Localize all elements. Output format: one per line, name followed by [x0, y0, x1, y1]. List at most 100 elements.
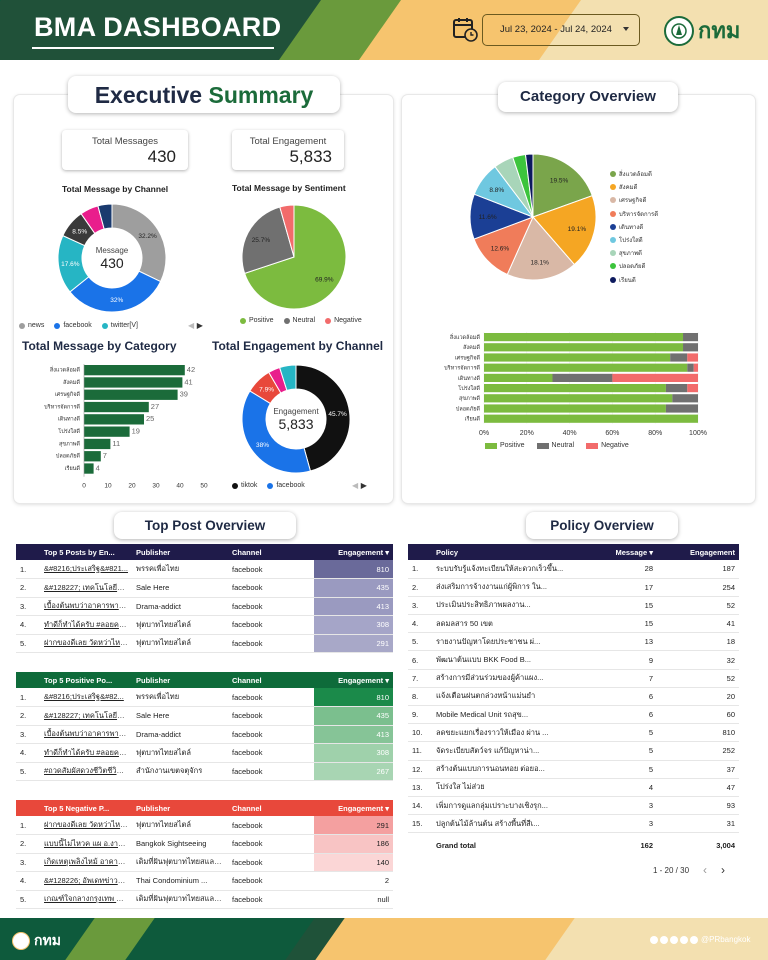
table-row[interactable]: 12. สร้างต้นแบบการนอนทอย ต่อยอ... 5 37	[408, 760, 739, 779]
table-row[interactable]: 5. เกณฑ์ใจกลางกรุงเทพ แต่... เดิมที่ฝันฟุต…	[16, 890, 393, 909]
table-row[interactable]: 4. ลดมลสาร 50 เขต 15 41	[408, 614, 739, 634]
table-row[interactable]: 11. จัดระเบียบสัตว์จร แก้ปัญหาน่า... 5 252	[408, 741, 739, 761]
message-count: 7	[572, 669, 657, 688]
post-title[interactable]: ทำดีก็ทำได้ครับ #ลอยคอยั...	[40, 615, 132, 635]
x-tick-label: 30	[152, 483, 160, 490]
bar-category-label: สุขภาพดี	[59, 440, 80, 447]
post-title[interactable]: ฝากของดีเลย วัดหว่าไหนอ...	[40, 634, 132, 653]
stacked-bar-segment	[693, 363, 698, 372]
table-row[interactable]: 1. ระบบรับรู้แจ้งทะเบียนให้สะดวกเร็วขึ้น.…	[408, 560, 739, 579]
bar-category-label: สังคมดี	[463, 344, 480, 351]
legend-pager[interactable]: ◀ ▶	[352, 481, 367, 490]
table-row[interactable]: 5. รายงานปัญหาโดยประชาชน ผ่... 13 18	[408, 632, 739, 652]
row-index: 1.	[16, 560, 40, 579]
chevron-left-icon[interactable]: ‹	[703, 863, 708, 877]
chevron-right-icon[interactable]: ›	[721, 863, 726, 877]
table-row[interactable]: 4. &#128226; อัพเดทข่าวด... Thai Condomini…	[16, 871, 393, 891]
row-index: 2.	[16, 706, 40, 726]
table-row[interactable]: 6. พัฒนาต้นแบบ BKK Food B... 9 32	[408, 650, 739, 670]
row-index: 14.	[408, 796, 432, 816]
engagement-value: 291	[314, 816, 393, 835]
slice-label: 12.6%	[491, 246, 510, 253]
table-row[interactable]: 3. ประเมินประสิทธิภาพผลงาน... 15 52	[408, 596, 739, 616]
legend-label: Positive	[500, 442, 525, 449]
table-row[interactable]: 3. เบื้องต้นพบว่าอาคารพาณิชย์... Drama-add…	[16, 597, 393, 616]
dashboard-title: BMA DASHBOARD	[34, 12, 282, 42]
post-title[interactable]: #ถวดสัมผัสดวงชีวิตชีวิตชั้นนอ...	[40, 762, 132, 781]
table-row[interactable]: 2. &#128227; เทคโนโลยีแ... Sale Here facebo…	[16, 706, 393, 726]
table-row[interactable]: 8. แจ้งเตือนฝนตกล่วงหน้าแม่นยำ 6 20	[408, 687, 739, 707]
table-row[interactable]: 2. ส่งเสริมการจ้างงานแก่ผู้พิการ ใน... 17 2…	[408, 578, 739, 597]
post-title[interactable]: &#128227; เทคโนโลยีแ...	[40, 578, 132, 598]
chevron-right-icon[interactable]: ▶	[196, 321, 203, 330]
row-index: 5.	[16, 634, 40, 653]
engagement-value: 435	[314, 706, 393, 726]
post-title[interactable]: เบื้องต้นพบว่าอาคารพาณิชย์...	[40, 725, 132, 744]
chevron-left-icon[interactable]: ◀	[352, 481, 359, 490]
channel-legend: news facebook twitter[V]	[19, 322, 138, 329]
table-row[interactable]: 9. Mobile Medical Unit รถสุข... 6 60	[408, 705, 739, 725]
post-title[interactable]: &#8216;ประเสริฐ&#821...	[40, 560, 132, 579]
post-title[interactable]: ฝากของดีเลย วัดหว่าไหนอ...	[40, 816, 132, 835]
logo-text: กทม	[698, 19, 741, 44]
twitter-icon[interactable]	[660, 935, 668, 944]
footer-logo-text: กทม	[34, 933, 61, 949]
stacked-bar-segment	[552, 373, 613, 382]
table-row[interactable]: 13. โปร่งใส ไม่ส่วย 4 47	[408, 778, 739, 797]
chevron-left-icon[interactable]: ◀	[188, 321, 195, 330]
table-row[interactable]: 5. ฝากของดีเลย วัดหว่าไหนอ... ฟุตบาทไทยสไต…	[16, 634, 393, 653]
header-cell: Publisher	[132, 800, 228, 816]
post-title[interactable]: แบบนี้ไม่ไหวค แผ อ.งาชัย...	[40, 834, 132, 854]
post-title[interactable]: &#8216;ประเสริฐ&#82...	[40, 688, 132, 707]
table-row[interactable]: 1. &#8216;ประเสริฐ&#82... พรรคเพื่อไทย face…	[16, 688, 393, 707]
calendar-icon[interactable]	[452, 16, 478, 42]
post-title[interactable]: ทำดีก็ทำได้ครับ #ลอยคอยั...	[40, 743, 132, 763]
row-index: 9.	[408, 705, 432, 725]
table-row[interactable]: 7. สร้างการมีส่วนร่วมของผู้ค้าแผง... 7 52	[408, 669, 739, 688]
post-title[interactable]: เกิดเหตุเพลิงไหม้ อาคารพาณิ...	[40, 853, 132, 872]
post-title[interactable]: เบื้องต้นพบว่าอาคารพาณิชย์...	[40, 597, 132, 616]
bma-seal-icon	[664, 15, 694, 46]
date-range-picker[interactable]: Jul 23, 2024 - Jul 24, 2024	[482, 14, 640, 46]
table-row[interactable]: 1. ฝากของดีเลย วัดหว่าไหนอ... ฟุตบาทไทยสไต…	[16, 816, 393, 835]
post-title[interactable]: เกณฑ์ใจกลางกรุงเทพ แต่...	[40, 890, 132, 909]
chevron-right-icon[interactable]: ▶	[360, 481, 367, 490]
channel: facebook	[228, 890, 314, 909]
table-row[interactable]: 5.#ถวดสัมผัสดวงชีวิตชีวิตชั้นนอ...สำนักง…	[16, 762, 393, 781]
row-index: 5.	[16, 890, 40, 909]
sort-header-message[interactable]: Message ▾	[572, 544, 657, 560]
table-row[interactable]: 4. ทำดีก็ทำได้ครับ #ลอยคอยั... ฟุตบาทไทยสไ…	[16, 615, 393, 635]
legend-swatch	[240, 317, 246, 324]
youtube-icon[interactable]	[680, 935, 688, 944]
tiktok-icon[interactable]	[690, 935, 698, 944]
message-count: 15	[572, 614, 657, 634]
table-row[interactable]: 14. เพิ่มการดูแลกลุ่มเปราะบางเชิงรุก... 3 9…	[408, 796, 739, 816]
table-row[interactable]: 2. &#128227; เทคโนโลยีแ... Sale Here facebo…	[16, 578, 393, 598]
sort-header-engagement[interactable]: Engagement ▾	[314, 800, 393, 816]
policy-name: แจ้งเตือนฝนตกล่วงหน้าแม่นยำ	[432, 687, 572, 707]
legend-pager[interactable]: ◀ ▶	[188, 321, 203, 330]
post-title[interactable]: &#128227; เทคโนโลยีแ...	[40, 706, 132, 726]
social-handle[interactable]: @PRbangkok	[701, 935, 751, 944]
table-row[interactable]: 3. เบื้องต้นพบว่าอาคารพาณิชย์... Drama-add…	[16, 725, 393, 744]
table-row[interactable]: 4. ทำดีก็ทำได้ครับ #ลอยคอยั... ฟุตบาทไทยสไ…	[16, 743, 393, 763]
post-title[interactable]: &#128226; อัพเดทข่าวด...	[40, 871, 132, 891]
table-row[interactable]: 15. ปลูกต้นไม้ล้านต้น สร้างพื้นที่สีเ... 3…	[408, 814, 739, 834]
table-row[interactable]: 2. แบบนี้ไม่ไหวค แผ อ.งาชัย... Bangkok Sig…	[16, 834, 393, 854]
legend-swatch	[610, 223, 616, 230]
table-row[interactable]: 1. &#8216;ประเสริฐ&#821... พรรคเพื่อไทย fac…	[16, 560, 393, 579]
header-bar	[0, 0, 768, 60]
policy-name: จัดระเบียบสัตว์จร แก้ปัญหาน่า...	[432, 741, 572, 761]
policy-name: ประเมินประสิทธิภาพผลงาน...	[432, 596, 572, 616]
header-cell: Publisher	[132, 544, 228, 560]
category-legend: สิ่งแวดล้อมดี สังคมดี เศรษฐกิจดี บริหารจัดก…	[610, 169, 658, 288]
table-row[interactable]: 3.เกิดเหตุเพลิงไหม้ อาคารพาณิ...เดิมที่ฝ…	[16, 853, 393, 872]
table-row[interactable]: 10. ลดขยะแยกเรื่องราวให้เมือง ผ่าน ... 5 81…	[408, 723, 739, 743]
sort-header-engagement[interactable]: Engagement ▾	[314, 544, 393, 560]
sort-header-engagement[interactable]: Engagement ▾	[314, 672, 393, 688]
instagram-icon[interactable]	[670, 935, 678, 944]
facebook-icon[interactable]	[650, 935, 658, 944]
legend-label: facebook	[63, 322, 92, 329]
publisher: สำนักงานเขตจตุจักร	[132, 762, 228, 781]
policy-name: รายงานปัญหาโดยประชาชน ผ่...	[432, 632, 572, 652]
